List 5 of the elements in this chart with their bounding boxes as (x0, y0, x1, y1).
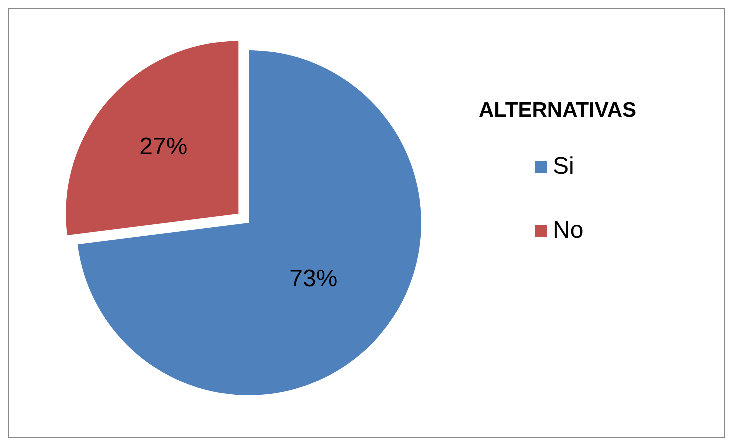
legend-label: Si (553, 153, 574, 181)
legend-title: ALTERNATIVAS (479, 99, 636, 123)
data-label: 73% (290, 266, 338, 293)
data-label: 27% (140, 133, 188, 160)
legend-label: No (553, 217, 584, 245)
